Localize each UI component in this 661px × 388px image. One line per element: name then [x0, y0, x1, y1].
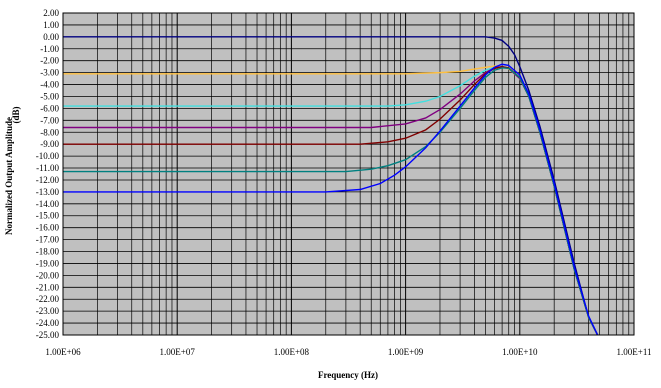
y-tick-label: -13.00 [36, 187, 60, 197]
y-tick-label: -14.00 [36, 199, 60, 209]
y-tick-label: 1.00 [43, 20, 59, 30]
y-tick-label: -4.00 [40, 80, 59, 90]
y-tick-label: -24.00 [36, 318, 60, 328]
y-axis-title: Normalized Output Amplitude [4, 117, 14, 235]
x-tick-label: 1.00E+06 [45, 347, 81, 357]
y-tick-label: -12.00 [36, 175, 60, 185]
y-tick-label: -3.00 [40, 68, 59, 78]
y-tick-label: -11.00 [36, 163, 59, 173]
y-tick-label: -2.00 [40, 56, 59, 66]
y-tick-label: -18.00 [36, 247, 60, 257]
y-tick-label: 0.00 [43, 32, 59, 42]
y-tick-label: -17.00 [36, 235, 60, 245]
y-tick-label: -10.00 [36, 151, 60, 161]
y-tick-label: -15.00 [36, 211, 60, 221]
y-tick-label: -20.00 [36, 270, 60, 280]
y-tick-label: -9.00 [40, 139, 59, 149]
x-axis-title: Frequency (Hz) [318, 370, 378, 380]
y-tick-label: -19.00 [36, 258, 60, 268]
y-tick-label: -7.00 [40, 115, 59, 125]
y-axis-unit: (dB) [11, 106, 21, 123]
plot-area-background [63, 13, 634, 335]
x-tick-label: 1.00E+08 [274, 347, 310, 357]
series-line-1 [63, 36, 599, 336]
x-tick-labels: 1.00E+06 1.00E+07 1.00E+08 1.00E+09 1.00E+10… [45, 347, 651, 357]
y-tick-label: -8.00 [40, 127, 59, 137]
y-tick-label: 2.00 [43, 8, 59, 18]
plot-area-border [62, 12, 635, 336]
x-tick-label: 1.00E+09 [388, 347, 424, 357]
series-lines [63, 36, 599, 336]
y-tick-label: -23.00 [36, 306, 60, 316]
x-tick-label: 1.00E+10 [502, 347, 538, 357]
y-tick-label: -25.00 [36, 330, 60, 340]
y-tick-labels: -25.00 -24.00 -23.00 -22.00 -21.00 -20.00 -19.… [36, 8, 60, 340]
y-tick-label: -16.00 [36, 223, 60, 233]
x-tick-label: 1.00E+07 [160, 347, 196, 357]
y-tick-label: -5.00 [40, 91, 59, 101]
y-tick-label: -6.00 [40, 103, 59, 113]
y-tick-label: -21.00 [36, 282, 60, 292]
y-tick-label: -22.00 [36, 294, 60, 304]
y-tick-label: -1.00 [40, 44, 59, 54]
x-tick-label: 1.00E+11 [617, 347, 652, 357]
series-line-7 [63, 63, 599, 336]
